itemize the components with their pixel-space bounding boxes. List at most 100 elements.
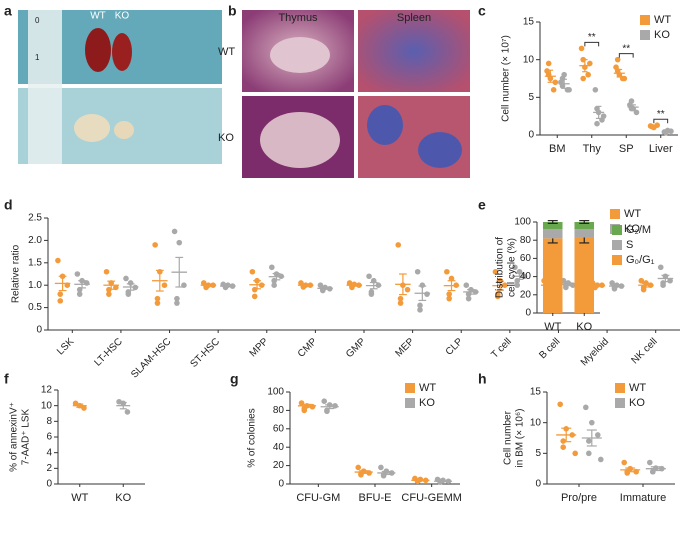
y-axis-label: Cell number (× 10⁷) — [501, 35, 512, 122]
spleen-ko-follicle — [418, 132, 462, 168]
data-point — [545, 60, 552, 67]
sample-label: KO — [115, 11, 130, 22]
data-point — [251, 293, 258, 300]
data-point — [609, 280, 615, 286]
y-axis-label: in BM (× 10⁶) — [515, 409, 526, 468]
legend-swatch — [612, 225, 622, 235]
y-tick-label: 40 — [273, 442, 285, 453]
y-tick-label: 0 — [525, 308, 531, 319]
panel-label: a — [4, 3, 12, 19]
data-point — [628, 98, 635, 104]
data-point — [572, 450, 578, 457]
y-tick-label: 6 — [46, 432, 52, 443]
data-point — [463, 282, 470, 289]
y-tick-label: 15 — [530, 387, 542, 398]
y-axis-label: 7-AAD⁺ LSK — [21, 408, 32, 465]
data-point — [161, 282, 168, 289]
data-point — [594, 120, 600, 127]
y-axis-label: Distribution of — [495, 237, 506, 298]
panel-label: f — [4, 371, 9, 387]
x-tick-label: KO — [576, 321, 592, 333]
significance-bracket — [584, 41, 600, 47]
y-tick-label: 15 — [523, 17, 535, 28]
data-point — [417, 302, 423, 309]
data-point — [355, 464, 362, 471]
data-point — [624, 470, 630, 476]
y-axis-label: Relative ratio — [11, 244, 22, 303]
legend-label: G₂/M — [626, 224, 651, 236]
data-point — [368, 291, 375, 297]
spleen-ko-follicle — [367, 105, 403, 145]
data-point — [404, 286, 411, 293]
panel-label: h — [478, 371, 487, 387]
x-tick-label: SP — [619, 143, 634, 155]
y-tick-label: 12 — [41, 385, 53, 396]
data-point — [123, 275, 129, 282]
legend-label: KO — [654, 29, 670, 41]
data-point — [592, 87, 599, 93]
significance-label: ** — [622, 43, 630, 54]
y-axis-label: % of annexinV⁺ — [9, 402, 20, 472]
y-tick-label: 60 — [273, 423, 285, 434]
legend-label: WT — [624, 208, 641, 220]
panel-a-photos — [18, 10, 222, 164]
data-point — [552, 79, 559, 86]
significance-label: ** — [588, 32, 596, 43]
legend-label: WT — [419, 382, 436, 394]
y-tick-label: 0 — [36, 325, 42, 336]
data-point — [585, 71, 591, 78]
thymus-ko-medulla — [260, 112, 340, 168]
data-point — [424, 291, 430, 297]
x-tick-label: ST-HSC — [188, 336, 222, 370]
data-point — [586, 438, 592, 444]
x-tick-label: Thy — [583, 143, 602, 155]
column-label: Spleen — [397, 12, 431, 24]
y-tick-label: 1.5 — [28, 257, 42, 268]
significance-label: ** — [657, 109, 665, 120]
y-tick-label: 0 — [278, 479, 284, 490]
y-tick-label: 0 — [528, 130, 534, 141]
panel-b-images — [242, 10, 470, 178]
column-label: Thymus — [278, 12, 318, 24]
data-point — [650, 468, 656, 475]
x-tick-label: CFU-GM — [296, 492, 340, 504]
legend-swatch — [640, 30, 650, 40]
panel-label: b — [228, 3, 237, 19]
y-tick-label: 10 — [530, 417, 542, 428]
data-point — [583, 404, 589, 411]
data-point — [154, 300, 161, 306]
data-point — [560, 444, 566, 451]
x-tick-label: MPP — [248, 336, 271, 359]
x-tick-label: BM — [549, 143, 566, 155]
x-tick-label: CLP — [444, 336, 466, 358]
x-tick-label: NK cell — [629, 336, 659, 366]
data-point — [417, 307, 423, 313]
x-tick-label: CMP — [296, 336, 320, 360]
thymus-wt-medulla — [270, 37, 330, 73]
bar-segment — [574, 222, 595, 230]
data-point — [74, 271, 81, 277]
data-point — [557, 401, 563, 408]
y-tick-label: 10 — [41, 400, 53, 411]
ruler-label: 1 — [35, 53, 40, 62]
legend-swatch — [612, 255, 622, 265]
thymus-wt — [74, 114, 110, 142]
data-point — [512, 264, 518, 271]
data-point — [446, 291, 452, 297]
y-tick-label: 20 — [520, 289, 532, 300]
bar-segment — [542, 238, 563, 313]
data-point — [578, 45, 585, 52]
data-point — [621, 459, 627, 466]
panel-label: e — [478, 197, 486, 213]
legend-label: G₀/G₁ — [626, 254, 655, 266]
legend-swatch — [612, 240, 622, 250]
data-point — [124, 409, 131, 415]
data-point — [586, 450, 592, 457]
data-point — [395, 242, 402, 248]
data-point — [321, 398, 328, 405]
row-label: KO — [218, 132, 234, 144]
data-point — [152, 242, 158, 248]
y-tick-label: 100 — [267, 387, 284, 398]
data-point — [514, 282, 521, 289]
